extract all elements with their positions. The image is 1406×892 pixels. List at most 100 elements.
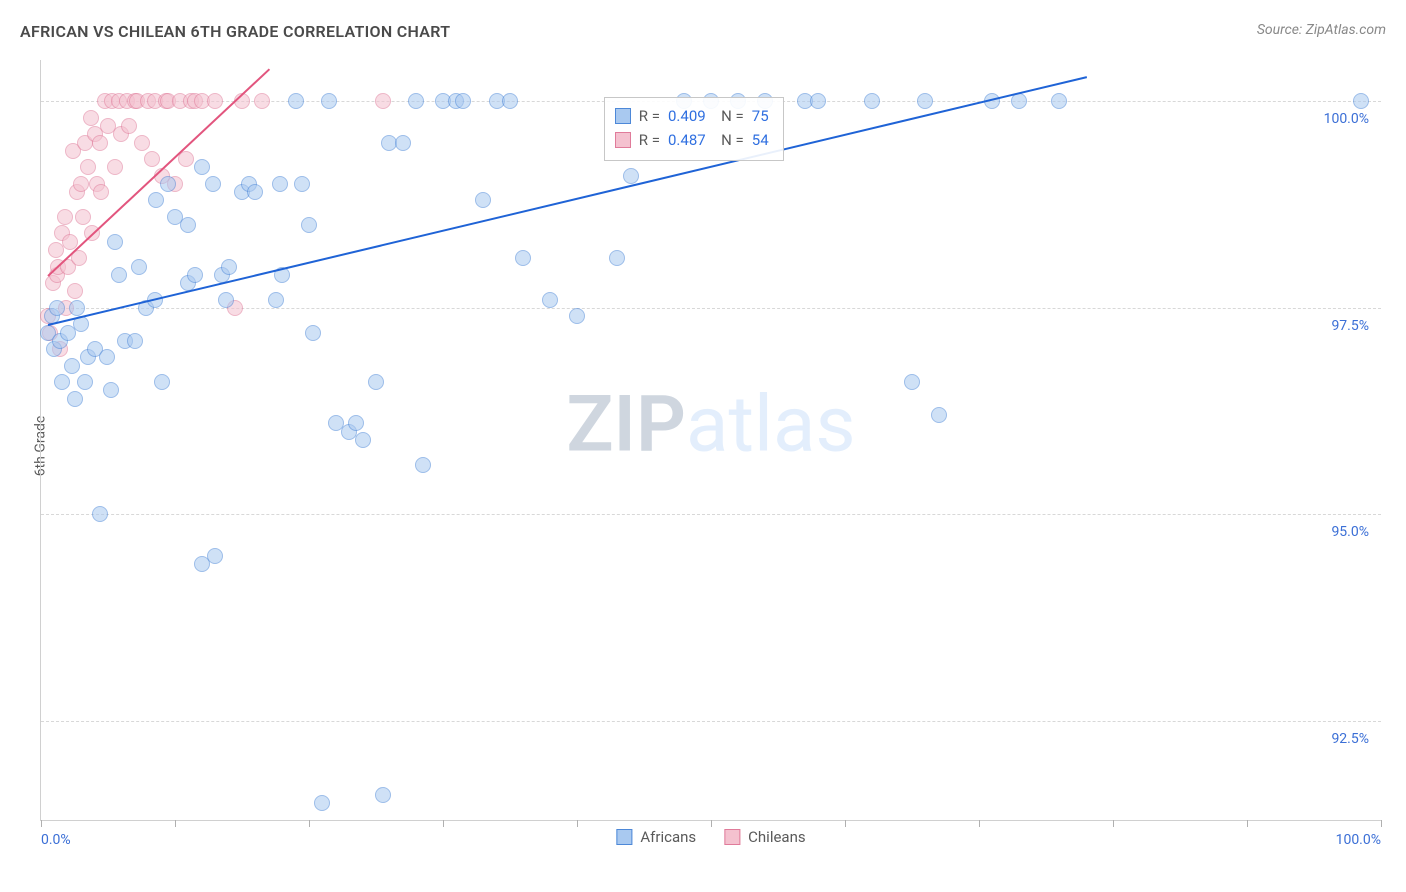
data-point-africans [148,192,164,208]
data-point-africans [569,308,585,324]
stats-label: N = [714,104,744,128]
data-point-africans [609,250,625,266]
x-tick [443,820,444,827]
watermark: ZIPatlas [566,379,855,470]
plot-area: ZIPatlas 92.5%95.0%97.5%100.0%0.0%100.0%… [40,60,1381,821]
legend-swatch [616,829,632,845]
data-point-chileans [48,242,64,258]
legend-swatch [615,108,631,124]
data-point-chileans [375,93,391,109]
data-point-africans [931,407,947,423]
x-tick [577,820,578,827]
data-point-africans [395,135,411,151]
data-point-africans [515,250,531,266]
data-point-africans [348,415,364,431]
data-point-chileans [121,118,137,134]
data-point-africans [502,93,518,109]
data-point-africans [294,176,310,192]
data-point-africans [160,176,176,192]
data-point-africans [623,168,639,184]
data-point-africans [49,300,65,316]
chart-container: AFRICAN VS CHILEAN 6TH GRADE CORRELATION… [0,0,1406,892]
data-point-africans [64,358,80,374]
data-point-africans [1051,93,1067,109]
data-point-africans [221,259,237,275]
chart-title: AFRICAN VS CHILEAN 6TH GRADE CORRELATION… [20,22,450,41]
data-point-chileans [83,110,99,126]
data-point-africans [917,93,933,109]
data-point-africans [542,292,558,308]
data-point-africans [154,374,170,390]
data-point-africans [415,457,431,473]
data-point-africans [77,374,93,390]
stats-r-value: 0.409 [668,104,706,128]
y-tick-label: 92.5% [1331,731,1369,747]
data-point-africans [92,506,108,522]
x-tick-label: 0.0% [41,832,71,848]
data-point-chileans [93,184,109,200]
data-point-chileans [67,283,83,299]
data-point-africans [103,382,119,398]
stats-r-value: 0.487 [668,128,706,152]
legend: Africans Chileans [616,828,805,846]
data-point-chileans [75,209,91,225]
stats-label: R = [639,104,660,128]
data-point-chileans [207,93,223,109]
stats-label: R = [639,128,660,152]
data-point-africans [99,349,115,365]
x-tick [979,820,980,827]
stats-n-value: 75 [752,104,769,128]
data-point-africans [69,300,85,316]
chart-source: Source: ZipAtlas.com [1257,22,1386,38]
data-point-africans [904,374,920,390]
data-point-chileans [73,176,89,192]
data-point-africans [1353,93,1369,109]
data-point-chileans [144,151,160,167]
data-point-chileans [92,135,108,151]
data-point-africans [314,795,330,811]
data-point-chileans [107,159,123,175]
data-point-africans [288,93,304,109]
x-tick [845,820,846,827]
data-point-africans [305,325,321,341]
stats-box: R = 0.409 N = 75R = 0.487 N = 54 [604,97,784,161]
data-point-africans [475,192,491,208]
data-point-africans [131,259,147,275]
x-tick [41,820,42,827]
data-point-africans [111,267,127,283]
x-tick [175,820,176,827]
data-point-africans [272,176,288,192]
legend-label: Chileans [748,828,805,846]
data-point-africans [355,432,371,448]
data-point-chileans [254,93,270,109]
legend-item: Chileans [724,828,805,846]
gridline [41,721,1381,722]
legend-label: Africans [640,828,696,846]
data-point-africans [1011,93,1027,109]
stats-label: N = [714,128,744,152]
data-point-africans [67,391,83,407]
x-tick-label: 100.0% [1336,832,1381,848]
legend-item: Africans [616,828,696,846]
stats-row: R = 0.487 N = 54 [615,128,769,152]
data-point-africans [321,93,337,109]
x-tick [309,820,310,827]
data-point-chileans [134,135,150,151]
gridline [41,514,1381,515]
x-tick [1381,820,1382,827]
stats-row: R = 0.409 N = 75 [615,104,769,128]
x-tick [1113,820,1114,827]
data-point-africans [810,93,826,109]
y-tick-label: 95.0% [1331,524,1369,540]
trend-line [47,77,1086,327]
y-tick-label: 100.0% [1324,111,1369,127]
data-point-africans [301,217,317,233]
data-point-africans [218,292,234,308]
data-point-africans [180,217,196,233]
data-point-africans [107,234,123,250]
data-point-chileans [57,209,73,225]
data-point-africans [127,333,143,349]
data-point-africans [205,176,221,192]
data-point-africans [207,548,223,564]
data-point-chileans [80,159,96,175]
